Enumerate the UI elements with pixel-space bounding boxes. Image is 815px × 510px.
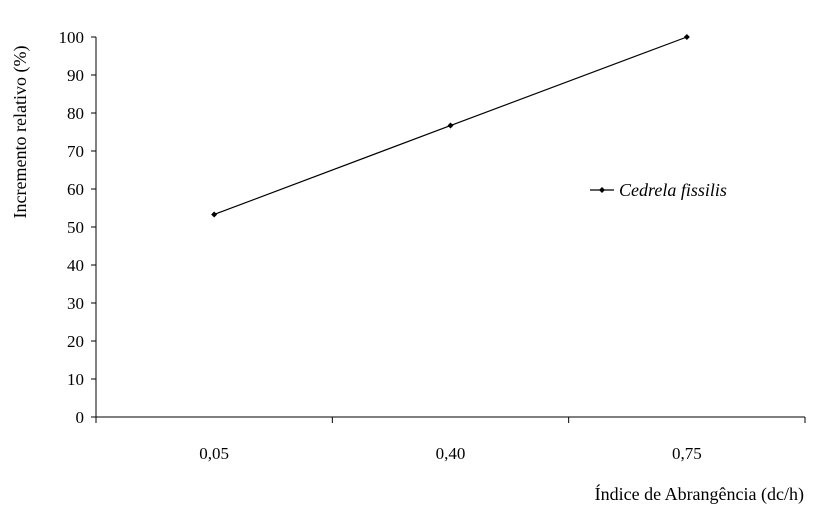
y-tick-label: 50	[67, 218, 84, 237]
y-tick-label: 100	[59, 28, 85, 47]
y-tick-label: 30	[67, 294, 84, 313]
y-tick-label: 0	[76, 408, 85, 427]
legend: Cedrela fissilis	[590, 180, 727, 200]
y-tick-label: 10	[67, 370, 84, 389]
x-tick-label: 0,05	[199, 444, 229, 463]
data-point-marker	[211, 211, 218, 218]
x-tick-label: 0,40	[436, 444, 466, 463]
y-tick-label: 20	[67, 332, 84, 351]
data-point-marker	[447, 122, 454, 129]
y-tick-label: 80	[67, 104, 84, 123]
y-tick-label: 60	[67, 180, 84, 199]
y-tick-label: 90	[67, 66, 84, 85]
legend-label: Cedrela fissilis	[619, 180, 727, 200]
series-layer	[211, 34, 690, 218]
x-tick-label: 0,75	[672, 444, 702, 463]
y-tick-label: 70	[67, 142, 84, 161]
y-tick-label: 40	[67, 256, 84, 275]
x-axis-title: Índice de Abrangência (dc/h)	[595, 483, 804, 505]
legend-marker-swatch	[599, 187, 605, 193]
data-point-marker	[683, 34, 690, 40]
axes: 0 10 20 30 40 50 60 70 80 90 100 0,05 0,40 0,75	[59, 28, 806, 463]
y-axis-title: Incremento relativo (%)	[10, 46, 31, 219]
